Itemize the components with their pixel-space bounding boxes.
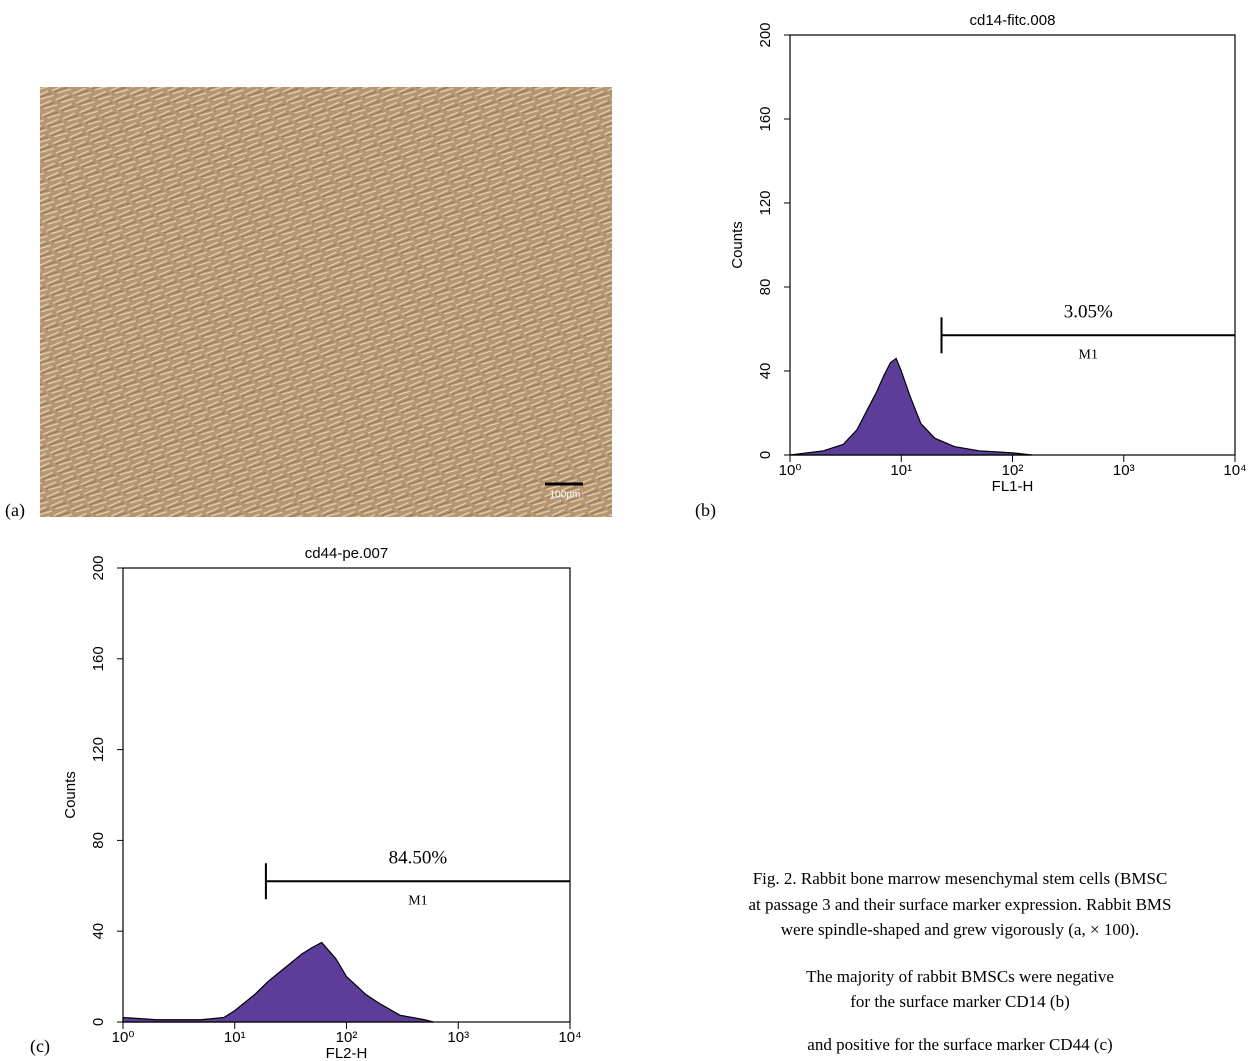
x-tick-label: 10⁰ — [779, 462, 802, 479]
caption-line: The majority of rabbit BMSCs were negati… — [806, 967, 1114, 986]
marker-name: M1 — [1079, 348, 1098, 363]
x-tick-label: 10³ — [1113, 462, 1135, 479]
y-tick-label: 80 — [757, 279, 774, 296]
panel-label: (c) — [30, 1036, 50, 1057]
y-axis-label: Counts — [62, 771, 79, 819]
y-tick-label: 120 — [757, 190, 774, 215]
micrograph — [40, 87, 612, 517]
plot-frame — [122, 567, 571, 1023]
caption-line: Fig. 2. Rabbit bone marrow mesenchymal s… — [753, 869, 1168, 888]
x-tick-label: 10⁰ — [112, 1029, 135, 1046]
x-axis-label: FL1-H — [992, 478, 1034, 495]
x-tick-label: 10⁴ — [558, 1029, 581, 1046]
plot-frame — [789, 34, 1236, 456]
y-tick-label: 0 — [757, 451, 774, 459]
scale-bar-label: 100µm — [550, 490, 581, 501]
panel-label: (b) — [695, 500, 716, 521]
marker-label: 84.50% — [389, 848, 448, 869]
marker-name: M1 — [408, 893, 427, 908]
x-tick-label: 10² — [1002, 462, 1024, 479]
y-tick-label: 120 — [90, 737, 107, 762]
x-tick-label: 10¹ — [890, 462, 912, 479]
caption-line: were spindle-shaped and grew vigorously … — [781, 920, 1139, 939]
x-axis-label: FL2-H — [326, 1045, 368, 1061]
y-tick-label: 200 — [90, 555, 107, 580]
y-tick-label: 40 — [90, 923, 107, 940]
chart-title: cd14-fitc.008 — [970, 12, 1056, 29]
y-tick-label: 40 — [757, 363, 774, 380]
histogram — [122, 941, 434, 1023]
panel-label: (a) — [5, 500, 25, 521]
x-tick-label: 10³ — [447, 1029, 469, 1046]
histogram — [789, 357, 1033, 456]
y-tick-label: 160 — [757, 106, 774, 131]
marker-label: 3.05% — [1064, 302, 1113, 323]
caption-line: at passage 3 and their surface marker ex… — [749, 895, 1172, 914]
x-tick-label: 10⁴ — [1223, 462, 1246, 479]
caption-line: for the surface marker CD14 (b) — [850, 992, 1070, 1011]
y-tick-label: 200 — [757, 22, 774, 47]
y-tick-label: 160 — [90, 646, 107, 671]
y-tick-label: 80 — [90, 832, 107, 849]
caption-line: and positive for the surface marker CD44… — [807, 1035, 1112, 1054]
chart-title: cd44-pe.007 — [305, 545, 388, 562]
y-axis-label: Counts — [729, 221, 746, 269]
y-tick-label: 0 — [90, 1018, 107, 1026]
x-tick-label: 10¹ — [224, 1029, 246, 1046]
x-tick-label: 10² — [336, 1029, 358, 1046]
